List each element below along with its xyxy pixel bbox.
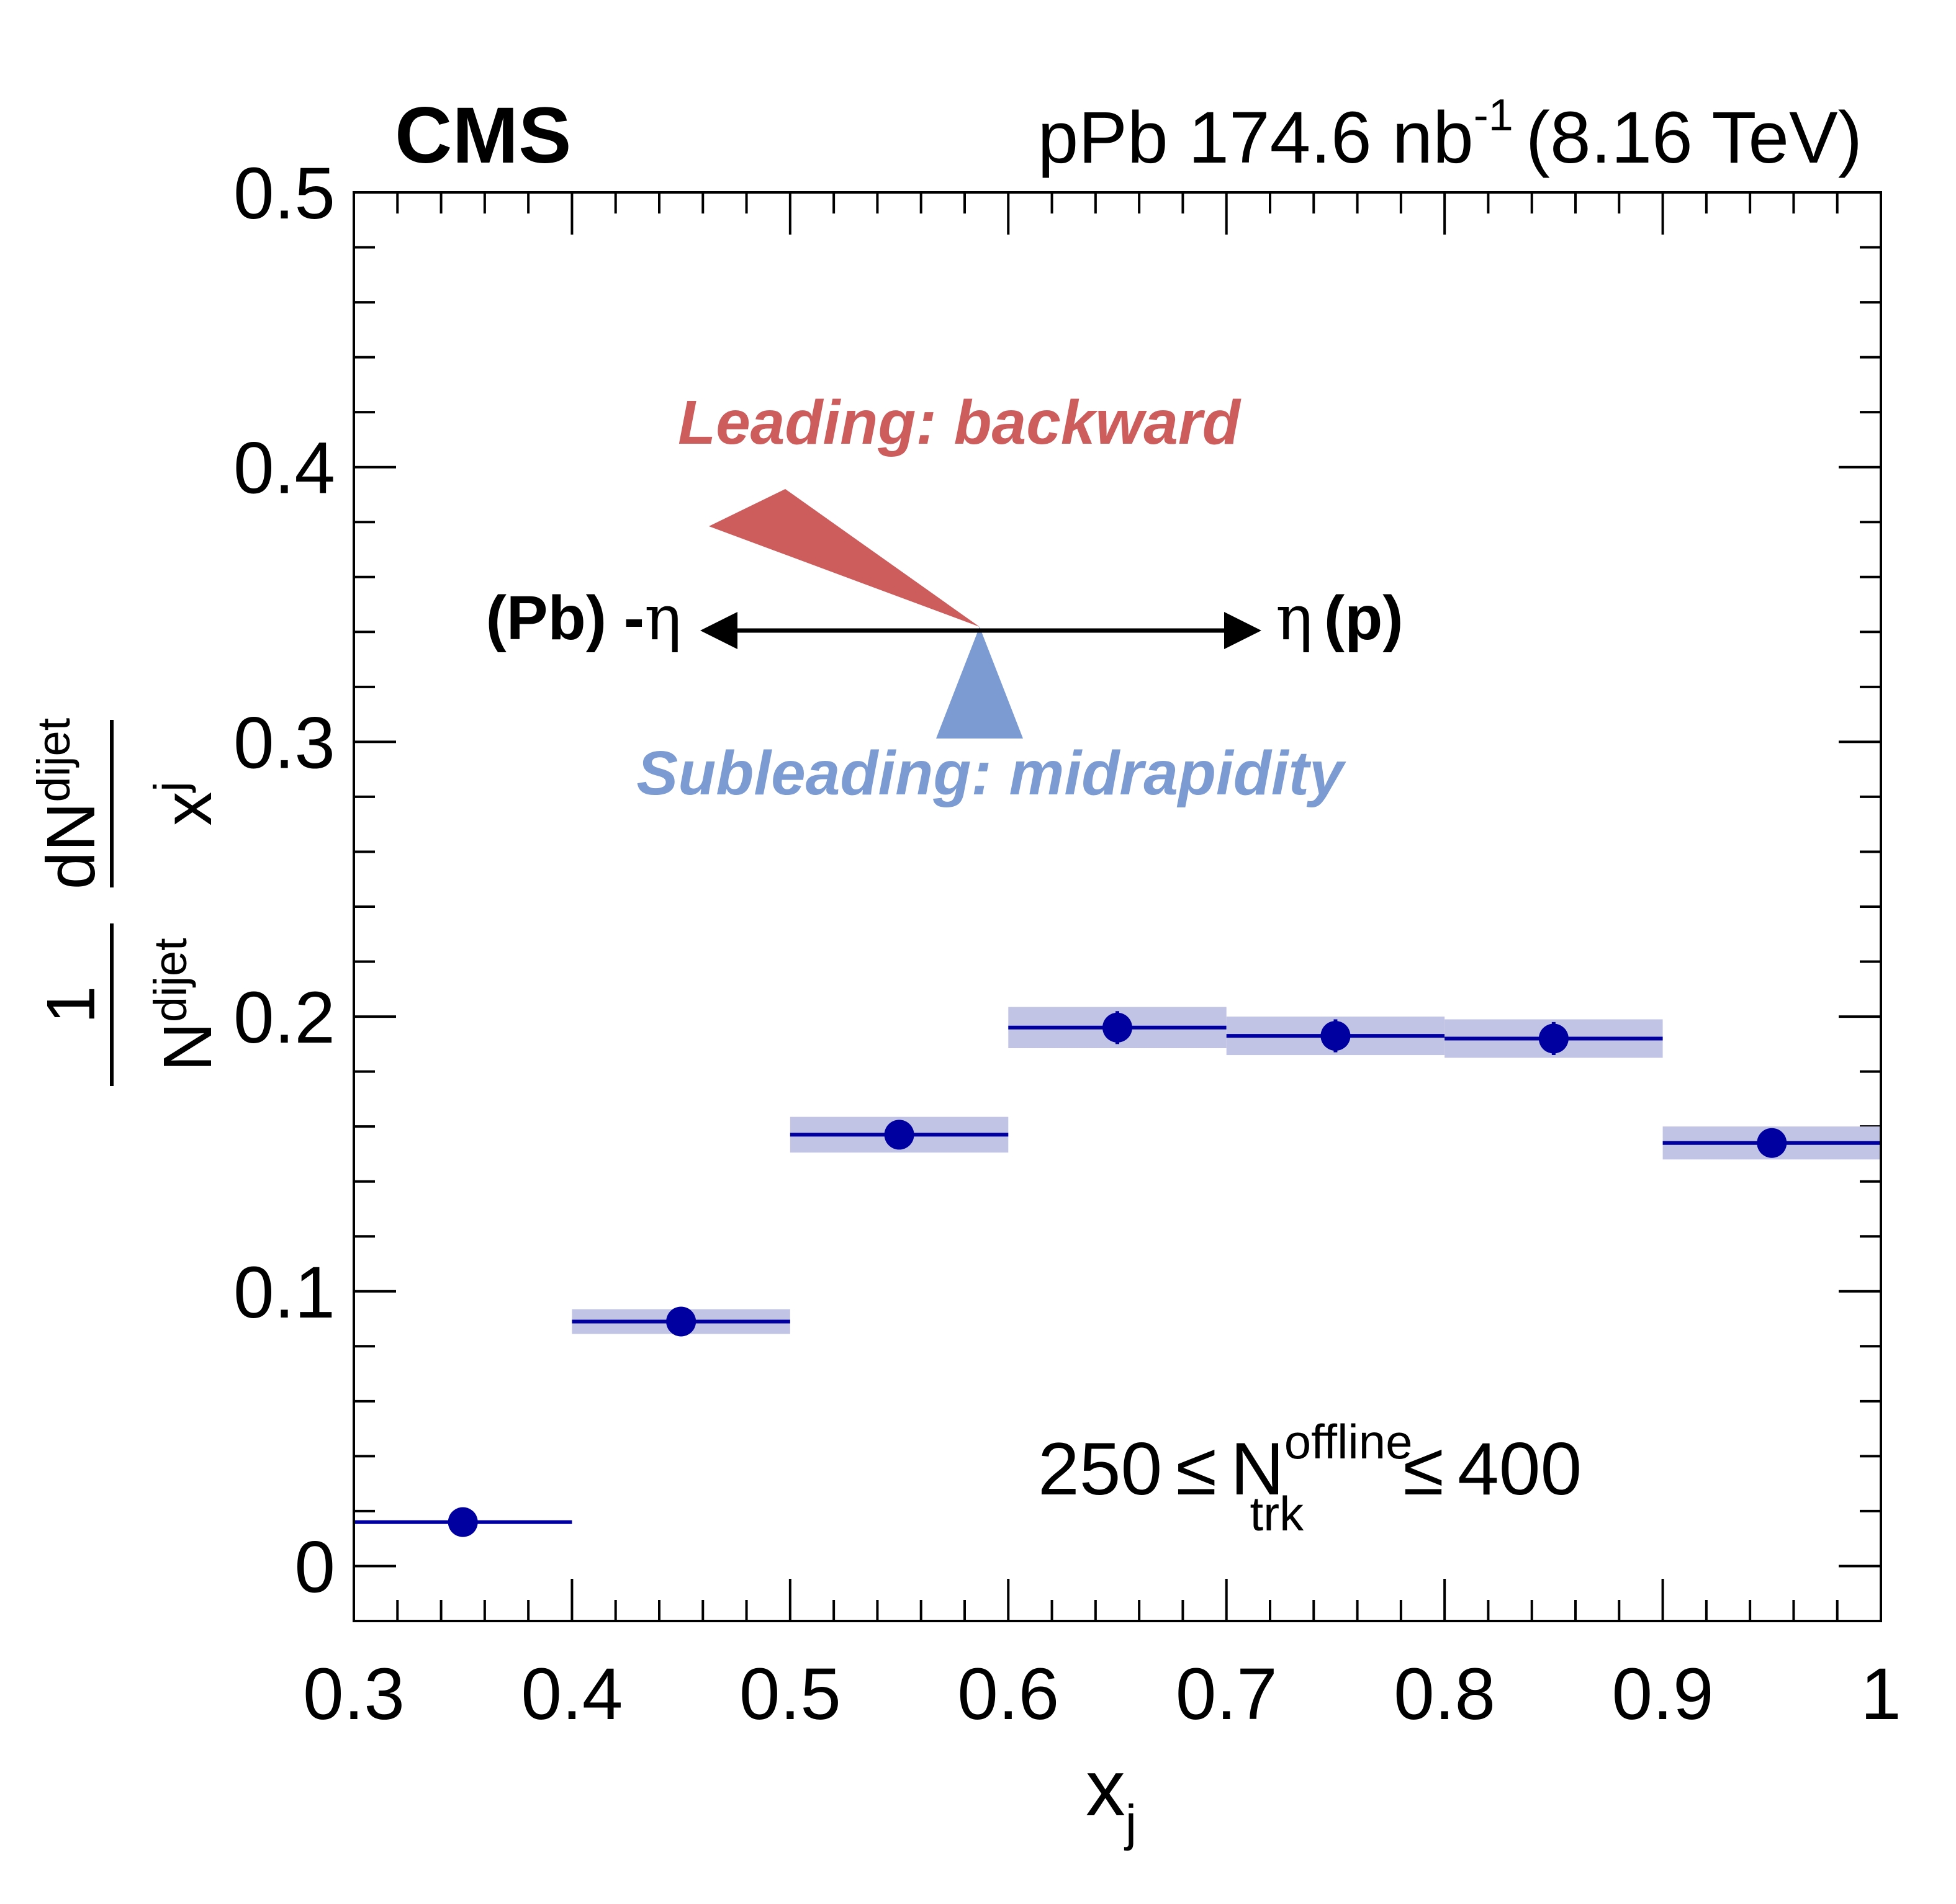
y-title-numerator: dNdijet — [28, 717, 109, 889]
x-tick-label: 0.6 — [957, 1653, 1059, 1735]
plot-frame — [353, 191, 1882, 1622]
energy-label: (8.16 TeV) — [1526, 97, 1862, 179]
subleading-label: Subleading: midrapidity — [637, 739, 1346, 808]
data-point — [1320, 1021, 1351, 1051]
y-tick-label: 0.3 — [233, 702, 335, 784]
x-tick-label: 0.3 — [303, 1653, 405, 1735]
x-tick-label: 0.7 — [1176, 1653, 1278, 1735]
x-tick-labels: 0.3 0.4 0.5 0.6 0.7 0.8 0.9 1 — [303, 1653, 1901, 1735]
x-tick-label: 0.9 — [1612, 1653, 1714, 1735]
x-tick-label: 0.4 — [521, 1653, 623, 1735]
data-point — [1102, 1012, 1132, 1043]
x-tick-label: 0.5 — [739, 1653, 841, 1735]
data-point — [1757, 1128, 1787, 1158]
rapidity-sketch: Leading: backward (Pb) -η η (p) Subleadin… — [486, 388, 1404, 808]
x-tick-label: 0.8 — [1394, 1653, 1495, 1735]
lumi-energy-label: pPb 174.6 nb-1 (8.16 TeV) — [1038, 91, 1862, 179]
forward-p-label: η (p) — [1276, 582, 1404, 654]
y-tick-label: 0.4 — [233, 428, 335, 510]
data-point — [1538, 1023, 1569, 1054]
y-tick-labels: 0 0.1 0.2 0.3 0.4 0.5 — [233, 153, 335, 1608]
y-tick-label: 0.1 — [233, 1252, 335, 1334]
arrow-left-icon — [700, 612, 737, 649]
backward-pb-label: (Pb) -η — [486, 582, 682, 654]
x-axis-title: xj — [1086, 1744, 1137, 1851]
multiplicity-selection-label: 250 ≤ Noffline trk≤ 400 — [1038, 1414, 1582, 1541]
x-tick-label: 1 — [1860, 1653, 1901, 1735]
experiment-label: CMS — [395, 91, 571, 180]
arrow-right-icon — [1224, 612, 1261, 649]
y-title-denominator: xj — [145, 781, 226, 825]
data-layer — [353, 191, 1882, 1622]
lumi-label: pPb 174.6 nb — [1038, 97, 1474, 179]
data-point — [448, 1507, 478, 1537]
y-title-prefactor-numerator: 1 — [33, 986, 109, 1023]
y-tick-label: 0.2 — [233, 977, 335, 1059]
y-tick-label: 0 — [294, 1526, 335, 1608]
lumi-superscript: -1 — [1474, 91, 1513, 140]
data-point — [666, 1306, 696, 1337]
data-point — [884, 1120, 914, 1150]
leading-jet-wedge — [709, 489, 980, 627]
subleading-jet-wedge — [936, 627, 1023, 739]
y-tick-label: 0.5 — [233, 153, 335, 235]
y-axis-title: 1 Ndijet dNdijet xj — [28, 717, 226, 1086]
y-title-prefactor-denominator: Ndijet — [145, 938, 226, 1072]
leading-label: Leading: backward — [678, 388, 1242, 457]
